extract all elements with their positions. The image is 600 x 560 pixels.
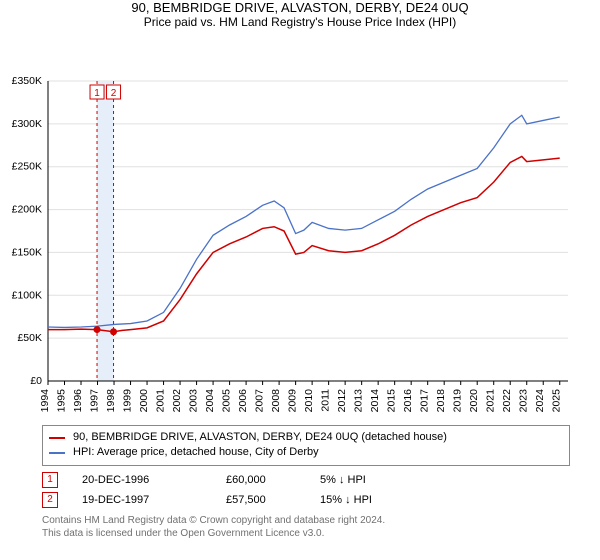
marker-price: £57,500 bbox=[226, 494, 296, 506]
svg-text:2022: 2022 bbox=[501, 389, 513, 413]
marker-price: £60,000 bbox=[226, 474, 296, 486]
marker-dot bbox=[110, 328, 117, 335]
svg-text:2000: 2000 bbox=[138, 389, 150, 413]
marker-delta: 5% ↓ HPI bbox=[320, 474, 366, 486]
svg-text:2024: 2024 bbox=[534, 389, 546, 413]
svg-text:2019: 2019 bbox=[452, 389, 464, 413]
marker-flag: 1 bbox=[90, 85, 104, 99]
svg-text:2002: 2002 bbox=[171, 389, 183, 413]
svg-text:2012: 2012 bbox=[336, 389, 348, 413]
legend-swatch bbox=[49, 437, 65, 439]
svg-text:£250K: £250K bbox=[12, 161, 42, 173]
svg-text:2025: 2025 bbox=[551, 389, 563, 413]
svg-text:2004: 2004 bbox=[204, 389, 216, 413]
svg-text:2010: 2010 bbox=[303, 389, 315, 413]
svg-text:£0: £0 bbox=[30, 375, 42, 387]
svg-text:2008: 2008 bbox=[270, 389, 282, 413]
legend-swatch bbox=[49, 452, 65, 454]
svg-text:1995: 1995 bbox=[56, 389, 68, 413]
svg-text:2: 2 bbox=[111, 88, 117, 99]
svg-text:2007: 2007 bbox=[254, 389, 266, 413]
svg-text:2018: 2018 bbox=[435, 389, 447, 413]
marker-dot bbox=[94, 326, 101, 333]
svg-text:2017: 2017 bbox=[419, 389, 431, 413]
svg-text:1994: 1994 bbox=[39, 389, 51, 413]
svg-text:2003: 2003 bbox=[188, 389, 200, 413]
attribution: Contains HM Land Registry data © Crown c… bbox=[42, 514, 570, 540]
svg-text:£100K: £100K bbox=[12, 289, 42, 301]
svg-text:2016: 2016 bbox=[402, 389, 414, 413]
svg-text:2014: 2014 bbox=[369, 389, 381, 413]
attribution-line: This data is licensed under the Open Gov… bbox=[42, 527, 570, 540]
chart-subtitle: Price paid vs. HM Land Registry's House … bbox=[0, 15, 600, 29]
marker-row: 2 19-DEC-1997 £57,500 15% ↓ HPI bbox=[42, 492, 570, 508]
marker-flag: 2 bbox=[107, 85, 121, 99]
svg-text:2001: 2001 bbox=[155, 389, 167, 413]
svg-text:2005: 2005 bbox=[221, 389, 233, 413]
svg-text:2023: 2023 bbox=[518, 389, 530, 413]
svg-text:2011: 2011 bbox=[320, 389, 332, 412]
chart-canvas: £0 £50K £100K £150K £200K £250K £300K £350K 1994… bbox=[0, 33, 600, 421]
svg-text:1998: 1998 bbox=[105, 389, 117, 413]
legend-row: 90, BEMBRIDGE DRIVE, ALVASTON, DERBY, DE… bbox=[49, 430, 563, 445]
svg-text:1: 1 bbox=[94, 88, 100, 99]
svg-text:2020: 2020 bbox=[468, 389, 480, 413]
legend-label: 90, BEMBRIDGE DRIVE, ALVASTON, DERBY, DE… bbox=[73, 430, 447, 445]
svg-text:1997: 1997 bbox=[89, 389, 101, 413]
svg-text:2015: 2015 bbox=[386, 389, 398, 413]
svg-text:2013: 2013 bbox=[353, 389, 365, 413]
legend: 90, BEMBRIDGE DRIVE, ALVASTON, DERBY, DE… bbox=[42, 425, 570, 466]
markers-table: 1 20-DEC-1996 £60,000 5% ↓ HPI 2 19-DEC-1997 £… bbox=[42, 472, 570, 508]
attribution-line: Contains HM Land Registry data © Crown c… bbox=[42, 514, 570, 527]
svg-text:£300K: £300K bbox=[12, 118, 42, 130]
svg-text:2021: 2021 bbox=[485, 389, 497, 413]
marker-delta: 15% ↓ HPI bbox=[320, 494, 372, 506]
marker-row: 1 20-DEC-1996 £60,000 5% ↓ HPI bbox=[42, 472, 570, 488]
svg-text:1996: 1996 bbox=[72, 389, 84, 413]
marker-date: 20-DEC-1996 bbox=[82, 474, 202, 486]
svg-text:2006: 2006 bbox=[237, 389, 249, 413]
chart-title: 90, BEMBRIDGE DRIVE, ALVASTON, DERBY, DE… bbox=[0, 0, 600, 15]
marker-badge: 2 bbox=[42, 492, 58, 508]
marker-badge: 1 bbox=[42, 472, 58, 488]
svg-text:£200K: £200K bbox=[12, 204, 42, 216]
svg-text:£350K: £350K bbox=[12, 75, 42, 87]
svg-text:£50K: £50K bbox=[17, 332, 42, 344]
legend-label: HPI: Average price, detached house, City… bbox=[73, 445, 319, 460]
legend-row: HPI: Average price, detached house, City… bbox=[49, 445, 563, 460]
svg-text:1999: 1999 bbox=[122, 389, 134, 413]
marker-date: 19-DEC-1997 bbox=[82, 494, 202, 506]
svg-text:£150K: £150K bbox=[12, 246, 42, 258]
svg-text:2009: 2009 bbox=[287, 389, 299, 413]
